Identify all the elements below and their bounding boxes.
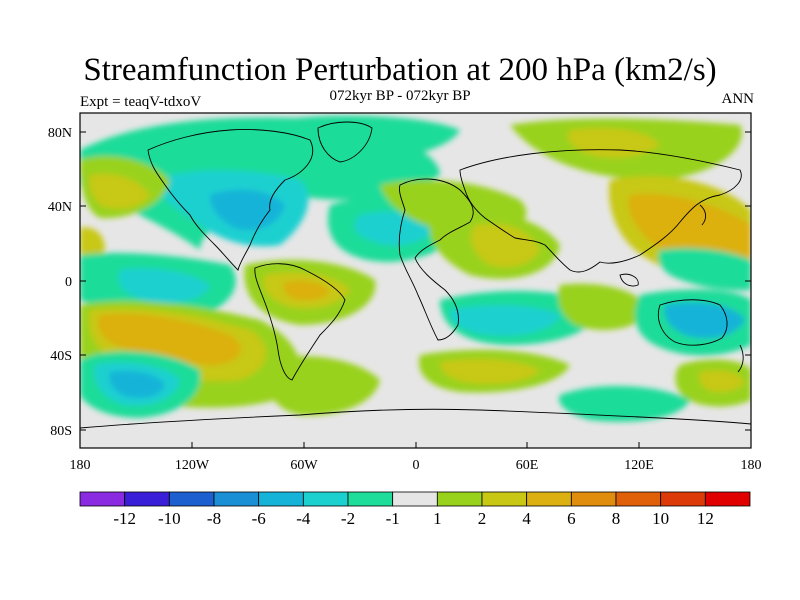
- colorbar-swatch: [258, 491, 304, 507]
- colorbar-label: 12: [697, 509, 714, 528]
- colorbar-swatch: [347, 491, 394, 507]
- colorbar-swatch: [124, 491, 170, 507]
- continent-outline: [619, 273, 639, 287]
- colorbar-label: -8: [207, 509, 221, 528]
- colorbar-swatch: [168, 491, 215, 507]
- region-positive: [628, 194, 751, 270]
- colorbar: -12 -10 -8 -6 -4 -2 -1 1 2 4 6 8 10 12: [79, 491, 751, 528]
- colorbar-swatch: [79, 491, 126, 507]
- region-negative: [109, 370, 165, 398]
- continent-outline: [147, 129, 313, 271]
- colorbar-label: 1: [433, 509, 442, 528]
- lat-tick-label: 0: [65, 275, 72, 290]
- lon-tick-label: 180: [70, 458, 91, 473]
- colorbar-swatch: [213, 491, 260, 507]
- lat-axis: 80N 40N 0 40S 80S: [48, 126, 751, 439]
- continent-outline: [657, 299, 728, 346]
- colorbar-swatch: [526, 491, 572, 507]
- region-positive: [558, 283, 650, 330]
- lon-tick-label: 180: [741, 458, 762, 473]
- colorbar-swatch: [436, 491, 483, 507]
- lat-tick-label: 40N: [48, 200, 72, 215]
- region-positive: [471, 223, 540, 268]
- lon-axis: 180 120W 60W 0 60E 120E 180: [70, 442, 762, 473]
- lon-tick-label: 0: [413, 458, 420, 473]
- colorbar-label: -4: [296, 509, 311, 528]
- lon-tick-label: 60E: [516, 458, 539, 473]
- colorbar-swatch: [570, 491, 617, 507]
- colorbar-label: 6: [567, 509, 576, 528]
- continent-outline: [398, 178, 474, 341]
- region-negative: [118, 268, 210, 304]
- region-positive: [699, 370, 745, 392]
- lat-tick-label: 80N: [48, 126, 72, 141]
- colorbar-swatch: [704, 491, 751, 507]
- region-positive: [568, 128, 660, 158]
- colorbar-swatch: [392, 491, 438, 507]
- lon-tick-label: 60W: [290, 458, 318, 473]
- experiment-label: Expt = teaqV-tdxoV: [80, 94, 202, 110]
- colorbar-swatch: [615, 491, 662, 507]
- colorbar-label: 4: [522, 509, 531, 528]
- colorbar-label: -2: [341, 509, 355, 528]
- continent-outline: [737, 344, 744, 373]
- region-negative: [210, 189, 285, 231]
- plot-subtitle: 072kyr BP - 072kyr BP: [329, 88, 471, 104]
- region-negative: [450, 305, 560, 336]
- continent-outline: [317, 121, 373, 163]
- region-positive: [283, 280, 330, 301]
- region-negative: [559, 385, 690, 422]
- continent-outline: [80, 408, 751, 429]
- continent-outline: [699, 204, 707, 226]
- continent-outline: [459, 149, 742, 273]
- lat-tick-label: 80S: [50, 424, 72, 439]
- region-positive: [266, 356, 380, 416]
- colorbar-label: -6: [252, 509, 266, 528]
- lat-tick-label: 40S: [50, 349, 72, 364]
- region-negative: [664, 302, 745, 339]
- streamfunction-field: [80, 113, 751, 448]
- region-positive: [440, 359, 540, 384]
- colorbar-label: 2: [478, 509, 487, 528]
- lon-tick-label: 120W: [175, 458, 210, 473]
- colorbar-label: 10: [652, 509, 669, 528]
- colorbar-swatch: [660, 491, 706, 507]
- plot-title: Streamfunction Perturbation at 200 hPa (…: [83, 52, 717, 88]
- colorbar-swatch: [481, 491, 528, 507]
- colorbar-swatch: [302, 491, 349, 507]
- region-negative: [658, 248, 751, 291]
- season-label: ANN: [721, 91, 755, 107]
- continent-outline: [254, 263, 346, 381]
- region-positive: [89, 173, 150, 209]
- colorbar-label: -1: [386, 509, 400, 528]
- colorbar-label: -12: [113, 509, 136, 528]
- coastlines: [80, 121, 751, 429]
- lon-tick-label: 120E: [624, 458, 654, 473]
- colorbar-label: 8: [612, 509, 621, 528]
- region-positive: [98, 313, 241, 365]
- colorbar-label: -10: [158, 509, 181, 528]
- region-positive: [80, 227, 105, 261]
